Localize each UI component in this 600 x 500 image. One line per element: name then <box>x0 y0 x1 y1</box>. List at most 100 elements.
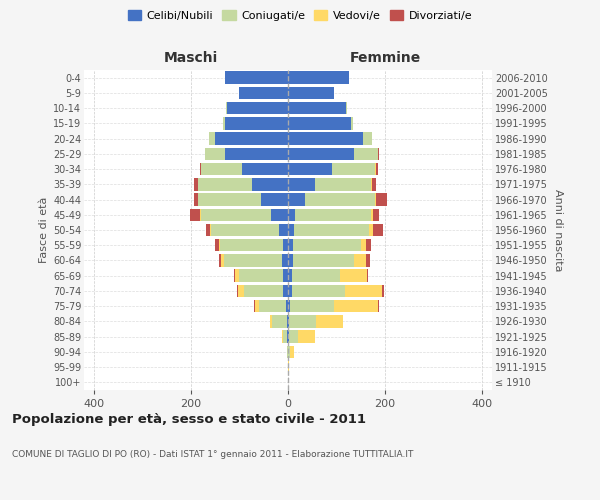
Text: Femmine: Femmine <box>350 51 421 65</box>
Bar <box>288 330 289 343</box>
Bar <box>282 330 283 343</box>
Bar <box>225 117 288 130</box>
Bar <box>225 72 288 84</box>
Bar <box>288 300 290 312</box>
Bar <box>334 300 378 312</box>
Bar <box>378 300 379 312</box>
Bar <box>288 117 351 130</box>
Bar <box>316 315 343 328</box>
Bar <box>272 315 287 328</box>
Bar <box>259 300 286 312</box>
Bar <box>198 178 251 190</box>
Bar <box>205 148 225 160</box>
Bar <box>238 284 244 297</box>
Text: Popolazione per età, sesso e stato civile - 2011: Popolazione per età, sesso e stato civil… <box>12 412 366 426</box>
Bar <box>235 270 239 282</box>
Y-axis label: Fasce di età: Fasce di età <box>38 197 49 263</box>
Bar <box>366 239 371 252</box>
Bar <box>376 194 387 206</box>
Bar <box>239 86 288 99</box>
Bar <box>206 224 210 236</box>
Bar <box>286 300 288 312</box>
Bar <box>361 239 366 252</box>
Bar <box>290 300 334 312</box>
Bar <box>346 284 382 297</box>
Bar <box>288 148 353 160</box>
Bar <box>287 315 288 328</box>
Bar <box>209 132 215 145</box>
Bar <box>261 194 288 206</box>
Bar <box>292 270 340 282</box>
Text: COMUNE DI TAGLIO DI PO (RO) - Dati ISTAT 1° gennaio 2011 - Elaborazione TUTTITAL: COMUNE DI TAGLIO DI PO (RO) - Dati ISTAT… <box>12 450 413 459</box>
Bar <box>288 132 363 145</box>
Bar <box>219 239 220 252</box>
Bar <box>239 270 283 282</box>
Bar <box>194 178 198 190</box>
Bar <box>287 330 288 343</box>
Bar <box>288 208 295 221</box>
Bar <box>288 72 349 84</box>
Bar <box>288 102 346 115</box>
Bar <box>351 117 353 130</box>
Bar <box>219 254 221 266</box>
Bar <box>288 315 289 328</box>
Bar <box>288 284 292 297</box>
Y-axis label: Anni di nascita: Anni di nascita <box>553 188 563 271</box>
Bar <box>215 132 288 145</box>
Bar <box>226 102 227 115</box>
Bar <box>367 270 368 282</box>
Bar <box>220 239 283 252</box>
Bar <box>382 284 384 297</box>
Bar <box>373 208 379 221</box>
Bar <box>293 254 353 266</box>
Bar <box>223 117 225 130</box>
Bar <box>288 346 290 358</box>
Bar <box>282 254 288 266</box>
Bar <box>353 254 366 266</box>
Bar <box>373 224 383 236</box>
Bar <box>288 361 289 374</box>
Bar <box>194 194 197 206</box>
Bar <box>366 254 370 266</box>
Bar <box>221 254 224 266</box>
Bar <box>289 315 316 328</box>
Bar <box>233 270 235 282</box>
Bar <box>288 163 332 175</box>
Bar <box>294 224 369 236</box>
Bar <box>287 346 288 358</box>
Bar <box>283 284 288 297</box>
Bar <box>271 208 288 221</box>
Bar <box>279 224 288 236</box>
Bar <box>288 224 294 236</box>
Bar <box>215 239 219 252</box>
Bar <box>198 194 261 206</box>
Bar <box>283 330 287 343</box>
Bar <box>288 178 315 190</box>
Bar <box>340 270 367 282</box>
Bar <box>288 254 293 266</box>
Bar <box>346 102 347 115</box>
Text: Maschi: Maschi <box>164 51 218 65</box>
Bar <box>283 270 288 282</box>
Bar <box>371 178 376 190</box>
Bar <box>305 194 376 206</box>
Bar <box>288 86 334 99</box>
Bar <box>283 239 288 252</box>
Bar <box>353 148 378 160</box>
Bar <box>292 284 346 297</box>
Legend: Celibi/Nubili, Coniugati/e, Vedovi/e, Divorziati/e: Celibi/Nubili, Coniugati/e, Vedovi/e, Di… <box>124 6 476 25</box>
Bar <box>270 315 272 328</box>
Bar <box>251 178 288 190</box>
Bar <box>378 148 379 160</box>
Bar <box>244 284 283 297</box>
Bar <box>288 239 293 252</box>
Bar <box>289 330 298 343</box>
Bar <box>363 132 372 145</box>
Bar <box>254 300 255 312</box>
Bar <box>290 346 295 358</box>
Bar <box>371 208 373 221</box>
Bar <box>227 102 288 115</box>
Bar <box>288 194 305 206</box>
Bar <box>225 148 288 160</box>
Bar <box>210 224 211 236</box>
